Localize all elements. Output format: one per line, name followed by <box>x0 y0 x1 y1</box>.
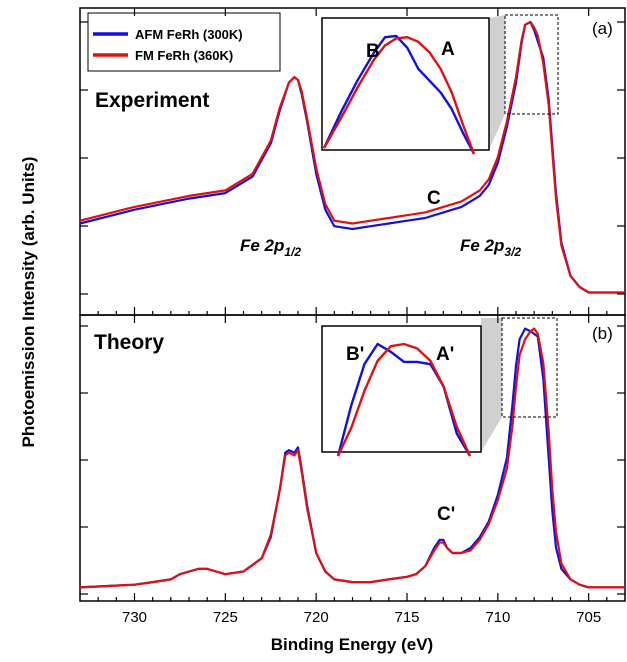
panel-a-zoom-box <box>504 14 559 115</box>
panel-a-series-fm-line <box>79 20 625 294</box>
inset-a-label-b: B <box>366 41 380 62</box>
x-tick-label: 710 <box>485 609 510 626</box>
x-tick-label: 730 <box>122 609 147 626</box>
legend: AFM FeRh (300K) FM FeRh (360K) <box>87 12 281 72</box>
annotation-fe-2p12: Fe 2p1/2 <box>240 236 301 259</box>
inset-a-label-a: A <box>441 39 455 60</box>
panel-a-zoom-shade <box>489 15 505 150</box>
panel-b-zoom-box <box>501 317 558 418</box>
panel-a-tag: (a) <box>592 19 613 38</box>
x-tick-label: 715 <box>394 609 419 626</box>
x-axis-label: Binding Energy (eV) <box>271 635 433 654</box>
panel-a-title: Experiment <box>95 89 209 112</box>
inset-b-label-bprime: B' <box>346 344 364 365</box>
panel-b-series-fm-line <box>79 327 625 589</box>
panel-b-tag: (b) <box>592 324 613 343</box>
panel-b-title: Theory <box>94 331 164 354</box>
panel-a-curves <box>79 20 625 294</box>
panel-b-zoom-shade <box>481 318 502 452</box>
x-tick-label: 725 <box>213 609 238 626</box>
legend-label-afm: AFM FeRh (300K) <box>135 27 243 42</box>
inset-b-label-aprime: A' <box>436 344 454 365</box>
annotation-c: C <box>427 188 441 209</box>
panel-a-inset: B A <box>321 17 490 155</box>
panel-b-curves <box>79 327 625 589</box>
legend-box <box>87 12 281 72</box>
legend-label-fm: FM FeRh (360K) <box>135 48 233 63</box>
inset-b-series-fm-line <box>336 342 472 457</box>
x-tick-label: 705 <box>576 609 601 626</box>
inset-a-series-afm-line <box>322 34 476 155</box>
axis-ticks: 730 725 720 715 710 705 <box>80 8 625 626</box>
annotation-c-prime: C' <box>437 504 455 525</box>
inset-a-series-fm-line <box>322 36 476 155</box>
y-axis-label: Photoemission Intensity (arb. Units) <box>19 157 38 448</box>
x-tick-label: 720 <box>304 609 329 626</box>
annotation-fe-2p32: Fe 2p3/2 <box>460 236 521 259</box>
panel-b-inset: B' A' <box>321 325 482 457</box>
